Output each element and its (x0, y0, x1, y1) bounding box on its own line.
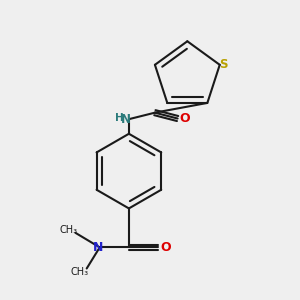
Text: CH₃: CH₃ (59, 225, 77, 235)
Text: O: O (179, 112, 190, 125)
Text: S: S (219, 58, 227, 71)
Text: H: H (116, 112, 124, 122)
Text: N: N (121, 113, 131, 126)
Text: N: N (93, 241, 103, 254)
Text: CH₃: CH₃ (70, 267, 88, 278)
Text: O: O (160, 241, 171, 254)
